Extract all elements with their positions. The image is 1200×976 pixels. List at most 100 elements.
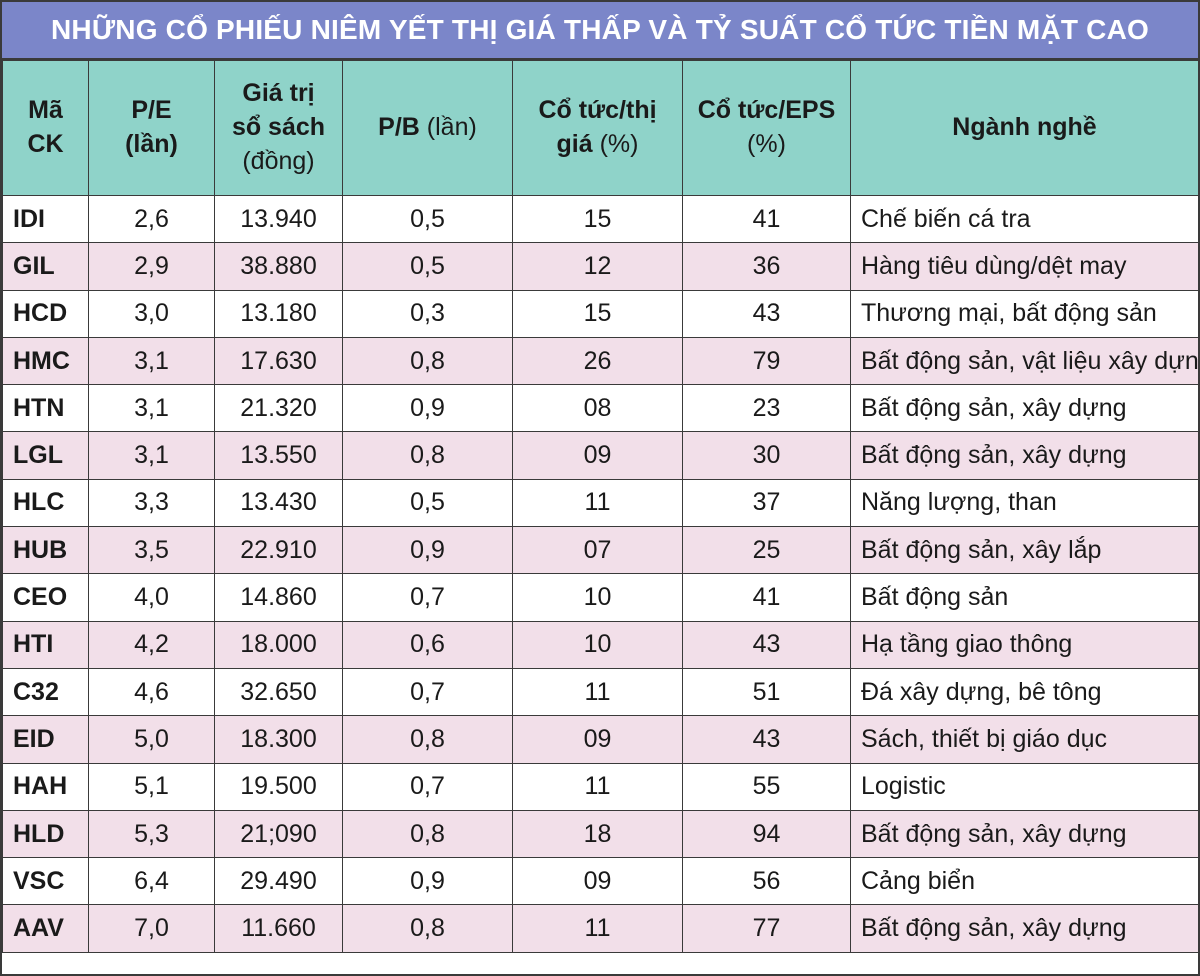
cell-pe: 5,3 [88,809,215,859]
cell-pe: 6,4 [88,857,215,906]
table-row: LGL 3,1 13.550 0,8 09 30 Bất động sản, xây dựn… [2,431,1199,480]
cell-code: HLD [2,809,89,859]
cell-code: HTI [2,620,89,669]
cell-code: IDI [2,194,89,244]
table-row: GIL 2,9 38.880 0,5 12 36 Hàng tiêu dùng/dệt ma… [2,242,1199,291]
cell-pb: 0,7 [342,667,513,717]
cell-pe: 4,0 [88,573,215,622]
cell-dividend-eps: 56 [682,857,851,906]
cell-dividend-price: 10 [512,573,683,622]
cell-industry: Đá xây dựng, bê tông [850,667,1199,717]
cell-pe: 4,2 [88,620,215,669]
cell-pb: 0,9 [342,857,513,906]
cell-industry: Bất động sản, xây lắp [850,526,1199,575]
table-row: HLD 5,3 21;090 0,8 18 94 Bất động sản, xây dựn… [2,809,1199,859]
header-code: Mã CK [2,60,89,196]
cell-dividend-eps: 77 [682,904,851,953]
cell-book-value: 14.860 [214,573,343,622]
cell-code: LGL [2,431,89,480]
cell-code: AAV [2,904,89,953]
header-dividend-eps: Cổ tức/EPS (%) [682,60,851,196]
cell-pe: 5,0 [88,715,215,764]
cell-dividend-price: 12 [512,242,683,291]
table-row: HMC 3,1 17.630 0,8 26 79 Bất động sản, vật liệ… [2,336,1199,386]
cell-code: HLC [2,478,89,528]
cell-dividend-eps: 51 [682,667,851,717]
cell-book-value: 13.180 [214,289,343,338]
cell-book-value: 13.550 [214,431,343,480]
cell-pb: 0,3 [342,289,513,338]
cell-book-value: 18.000 [214,620,343,669]
cell-industry: Bất động sản [850,573,1199,622]
cell-pe: 3,5 [88,526,215,575]
cell-book-value: 18.300 [214,715,343,764]
cell-dividend-price: 18 [512,809,683,859]
cell-pe: 3,1 [88,431,215,480]
cell-dividend-price: 09 [512,857,683,906]
table-row: VSC 6,4 29.490 0,9 09 56 Cảng biển [2,857,1199,906]
cell-code: HMC [2,336,89,386]
header-dividend-price: Cổ tức/thị giá (%) [512,60,683,196]
cell-industry: Bất động sản, xây dựng [850,904,1199,953]
cell-industry: Bất động sản, xây dựng [850,431,1199,480]
cell-dividend-eps: 30 [682,431,851,480]
cell-dividend-price: 11 [512,478,683,528]
table-title: NHỮNG CỔ PHIẾU NIÊM YẾT THỊ GIÁ THẤP VÀ … [2,2,1198,60]
cell-industry: Bất động sản, vật liệu xây dựng [850,336,1199,386]
cell-book-value: 11.660 [214,904,343,953]
cell-dividend-eps: 36 [682,242,851,291]
header-row: Mã CK P/E (lần) Giá trị sổ sách (đồng) P/B (… [2,60,1199,196]
cell-industry: Hạ tầng giao thông [850,620,1199,669]
header-pe: P/E (lần) [88,60,215,196]
cell-pb: 0,9 [342,526,513,575]
cell-pe: 2,6 [88,194,215,244]
cell-code: C32 [2,667,89,717]
cell-dividend-eps: 37 [682,478,851,528]
cell-dividend-eps: 25 [682,526,851,575]
cell-dividend-eps: 43 [682,289,851,338]
cell-pe: 7,0 [88,904,215,953]
cell-book-value: 38.880 [214,242,343,291]
cell-dividend-price: 11 [512,667,683,717]
cell-industry: Cảng biển [850,857,1199,906]
cell-pb: 0,8 [342,809,513,859]
cell-dividend-eps: 79 [682,336,851,386]
cell-dividend-price: 11 [512,762,683,811]
cell-pe: 3,0 [88,289,215,338]
cell-dividend-price: 26 [512,336,683,386]
cell-book-value: 13.940 [214,194,343,244]
cell-pb: 0,8 [342,431,513,480]
cell-dividend-price: 15 [512,289,683,338]
cell-book-value: 29.490 [214,857,343,906]
table-row: HCD 3,0 13.180 0,3 15 43 Thương mại, bất động … [2,289,1199,338]
cell-pb: 0,8 [342,336,513,386]
table-row: HUB 3,5 22.910 0,9 07 25 Bất động sản, xây lắp [2,526,1199,575]
cell-pb: 0,6 [342,620,513,669]
cell-pb: 0,5 [342,478,513,528]
cell-pe: 2,9 [88,242,215,291]
stock-table: Mã CK P/E (lần) Giá trị sổ sách (đồng) P/B (… [2,60,1199,953]
cell-pe: 4,6 [88,667,215,717]
cell-dividend-price: 09 [512,431,683,480]
cell-dividend-eps: 41 [682,573,851,622]
cell-dividend-eps: 55 [682,762,851,811]
cell-industry: Sách, thiết bị giáo dục [850,715,1199,764]
table-row: HTI 4,2 18.000 0,6 10 43 Hạ tầng giao thông [2,620,1199,669]
cell-dividend-price: 11 [512,904,683,953]
cell-book-value: 21;090 [214,809,343,859]
cell-book-value: 32.650 [214,667,343,717]
cell-pb: 0,8 [342,904,513,953]
cell-pb: 0,5 [342,194,513,244]
table-row: AAV 7,0 11.660 0,8 11 77 Bất động sản, xây dựn… [2,904,1199,953]
header-book-value: Giá trị sổ sách (đồng) [214,60,343,196]
cell-pe: 3,1 [88,384,215,433]
cell-dividend-price: 10 [512,620,683,669]
header-industry: Ngành nghề [850,60,1199,196]
cell-industry: Bất động sản, xây dựng [850,809,1199,859]
cell-pb: 0,7 [342,573,513,622]
cell-pb: 0,7 [342,762,513,811]
cell-dividend-price: 08 [512,384,683,433]
cell-dividend-price: 15 [512,194,683,244]
table-row: HAH 5,1 19.500 0,7 11 55 Logistic [2,762,1199,811]
